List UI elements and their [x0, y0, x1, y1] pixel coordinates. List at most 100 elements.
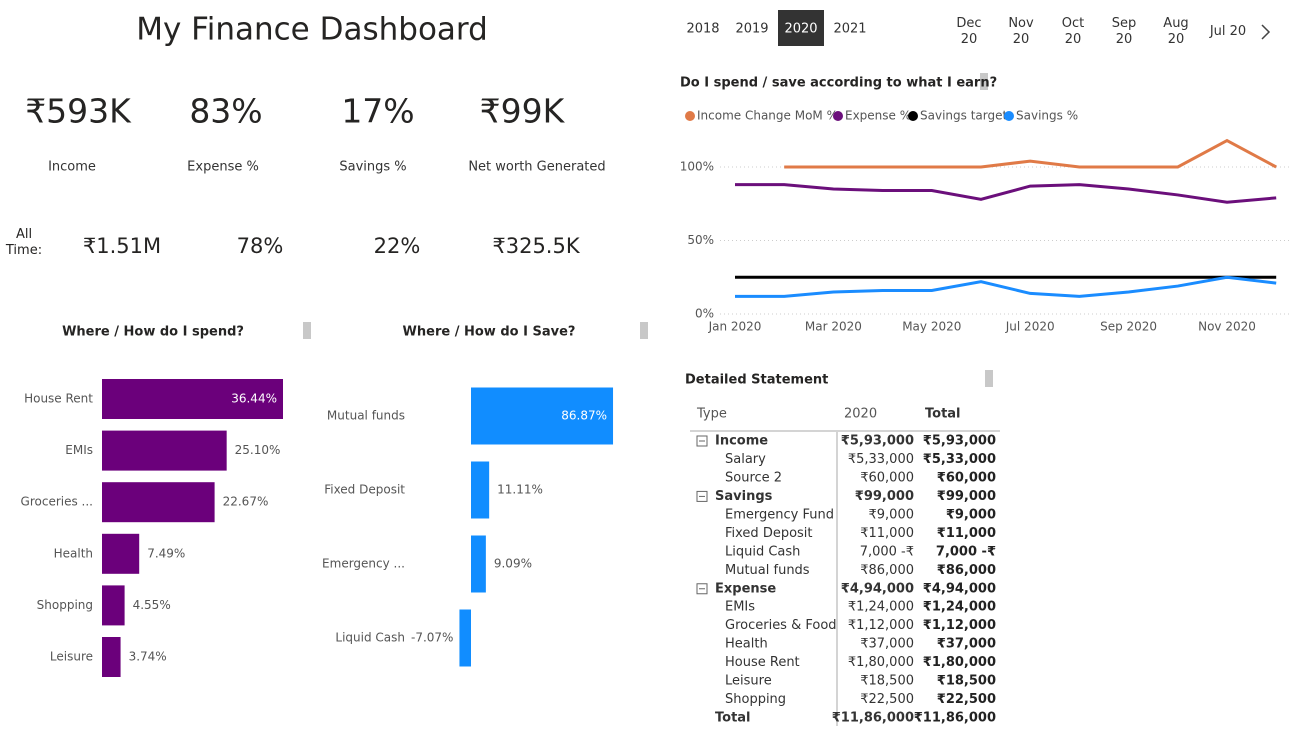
cell-total: ₹9,000: [946, 507, 996, 522]
legend-label: Savings %: [1016, 109, 1078, 123]
year-tab[interactable]: 2018: [686, 22, 719, 37]
cell-total: ₹1,80,000: [923, 655, 996, 670]
chart-title: Where / How do I Save?: [403, 325, 576, 340]
cell-total: ₹22,500: [937, 692, 996, 707]
month-tab[interactable]: Aug 20: [1163, 16, 1189, 47]
bar: [102, 430, 227, 471]
category-label: Emergency ...: [322, 557, 405, 571]
value-label: -7.07%: [411, 631, 453, 645]
cell-value: ₹4,94,000: [841, 581, 914, 596]
category-label: Health: [54, 546, 93, 560]
chart-title: Where / How do I spend?: [62, 325, 244, 340]
cell-value: ₹99,000: [855, 489, 914, 504]
legend-label: Savings target: [920, 109, 1007, 123]
row-label: Groceries & Food: [725, 618, 837, 633]
bar: [102, 482, 215, 523]
cell-total: 7,000 -₹: [936, 544, 996, 559]
year-tab[interactable]: 2019: [735, 22, 768, 37]
row-label: Expense: [715, 581, 776, 596]
chart-title: Do I spend / save according to what I ea…: [680, 76, 997, 91]
bar: [102, 585, 125, 626]
cell-total: ₹11,000: [937, 526, 996, 541]
kpi-value: ₹593K: [25, 92, 132, 131]
expander[interactable]: [696, 435, 708, 447]
x-tick-label: May 2020: [902, 320, 961, 334]
bar: [471, 461, 490, 519]
category-label: Groceries ...: [21, 495, 93, 509]
cell-value: ₹60,000: [860, 470, 914, 485]
cell-value: ₹86,000: [860, 563, 914, 578]
category-label: Fixed Deposit: [324, 483, 405, 497]
scroll-handle: [640, 322, 648, 339]
row-label: Source 2: [725, 470, 782, 485]
next-chevron[interactable]: [1261, 24, 1271, 40]
month-tab[interactable]: Dec 20: [956, 16, 982, 47]
scroll-handle: [980, 73, 988, 90]
value-label: 25.10%: [235, 443, 281, 457]
expander[interactable]: [696, 583, 708, 595]
row-label: Leisure: [725, 674, 772, 689]
cell-value: 7,000 -₹: [860, 544, 914, 559]
bar: [459, 609, 471, 667]
legend-label: Income Change MoM %: [697, 109, 838, 123]
category-label: House Rent: [24, 392, 93, 406]
all-time-label: All Time:: [5, 227, 43, 258]
year-tab-selected: [778, 10, 824, 46]
row-label: House Rent: [725, 655, 800, 670]
month-tab[interactable]: Jul 20: [1209, 24, 1247, 39]
bar: [102, 533, 140, 574]
dashboard-title: My Finance Dashboard: [136, 12, 488, 48]
cell-total: ₹11,86,000: [914, 711, 996, 726]
cell-value: ₹18,500: [860, 674, 914, 689]
row-label: Fixed Deposit: [725, 526, 813, 541]
cell-total: ₹1,24,000: [923, 600, 996, 615]
year-tab[interactable]: 2021: [833, 22, 866, 37]
cell-value: ₹11,000: [860, 526, 914, 541]
cell-value: ₹37,000: [860, 637, 914, 652]
row-label: Salary: [725, 452, 766, 467]
value-label: 3.74%: [129, 650, 167, 664]
kpi-value: 83%: [189, 92, 262, 131]
legend-marker: [685, 111, 695, 121]
column-header: Type: [696, 407, 727, 422]
expander[interactable]: [696, 490, 708, 502]
row-label: Total: [715, 711, 751, 726]
value-label: 9.09%: [494, 557, 532, 571]
line-series: [784, 138, 1277, 169]
cell-value: ₹5,93,000: [841, 434, 914, 449]
legend-marker: [1004, 111, 1014, 121]
bar: [471, 387, 614, 445]
kpi-label: Savings %: [339, 160, 406, 175]
month-tab[interactable]: Nov 20: [1008, 16, 1034, 47]
line-series: [735, 275, 1277, 298]
cell-total: ₹1,12,000: [923, 618, 996, 633]
cell-total: ₹5,93,000: [923, 434, 996, 449]
cell-total: ₹18,500: [937, 674, 996, 689]
table-title: Detailed Statement: [685, 373, 828, 388]
x-tick-label: Mar 2020: [805, 320, 862, 334]
row-label: Shopping: [725, 692, 786, 707]
cell-value: ₹22,500: [860, 692, 914, 707]
all-time-value: ₹325.5K: [492, 234, 580, 258]
value-label: 36.44%: [231, 392, 277, 406]
value-label: 86.87%: [561, 409, 607, 423]
kpi-label: Expense %: [187, 160, 259, 175]
value-label: 7.49%: [147, 546, 185, 560]
cell-total: ₹86,000: [937, 563, 996, 578]
year-tab[interactable]: 2020: [784, 22, 817, 37]
scroll-handle: [985, 370, 993, 387]
month-tab[interactable]: Sep 20: [1111, 16, 1137, 47]
bar: [102, 637, 121, 677]
column-header: Total: [925, 407, 961, 422]
row-label: Income: [715, 434, 768, 449]
y-tick-label: 0%: [695, 307, 714, 321]
cell-value: ₹1,24,000: [848, 600, 914, 615]
category-label: Leisure: [50, 650, 93, 664]
kpi-label: Net worth Generated: [468, 160, 605, 175]
month-tab[interactable]: Oct 20: [1061, 16, 1085, 47]
value-label: 4.55%: [133, 598, 171, 612]
cell-total: ₹5,33,000: [923, 452, 996, 467]
cell-value: ₹5,33,000: [848, 452, 914, 467]
cell-total: ₹60,000: [937, 470, 996, 485]
